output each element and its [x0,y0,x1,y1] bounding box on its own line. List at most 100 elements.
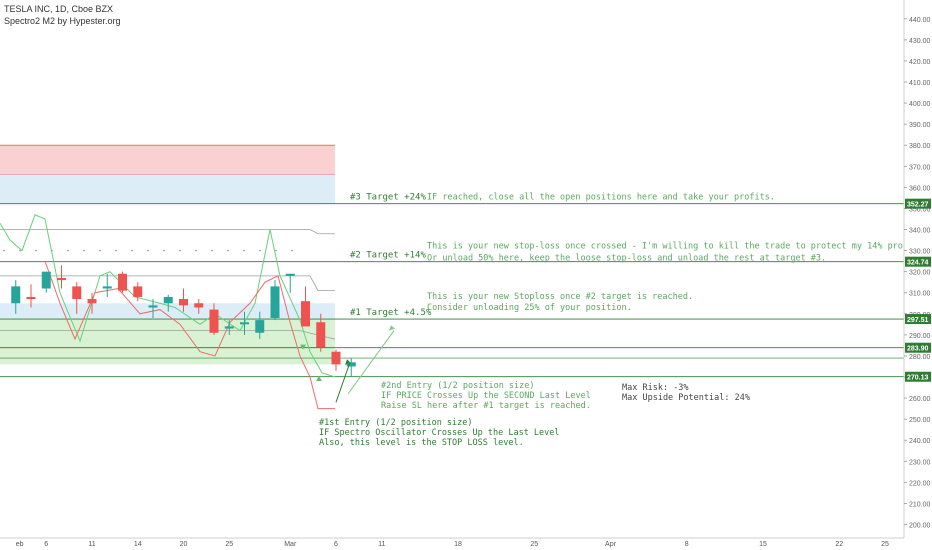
y-tick-label: 360.00 [909,185,931,192]
dotted-marker [291,249,293,252]
y-tick-label: 320.00 [909,270,931,277]
entry-arrowhead-icon [345,359,350,366]
y-tick-label: 350.00 [909,206,931,213]
dotted-marker [131,249,133,252]
candle-body-12 [194,303,204,308]
entry1-line-1: #1st Entry (1/2 position size) [319,418,473,428]
spectro-level-line [0,229,335,235]
y-tick-label: 340.00 [909,228,931,235]
x-tick-label: 15 [759,541,767,548]
dotted-marker [35,249,37,252]
target1-note-1: This is your new Stoploss once #2 target… [427,292,693,302]
x-tick-label: 25 [881,541,889,548]
x-tick-label: Mar [284,541,297,548]
x-tick-label: 6 [44,541,48,548]
price-tag-4: 270.13 [907,375,929,382]
dotted-marker [195,249,197,252]
dotted-marker [275,249,277,252]
x-tick-label: 14 [134,541,142,548]
candle-body-4 [72,286,82,300]
y-tick-label: 370.00 [909,164,931,171]
y-tick-label: 390.00 [909,122,931,129]
price-tag-2: 297.51 [907,317,929,324]
dotted-marker [227,249,229,252]
dotted-marker [211,249,213,252]
band-red [0,145,335,175]
band-green [0,319,335,365]
candle-body-2 [41,271,51,289]
x-tick-label: eb [16,541,24,548]
x-tick-label: 11 [378,541,385,548]
band-blue-upper [0,174,335,204]
candle-body-3 [57,277,66,281]
y-tick-label: 430.00 [909,38,931,45]
candle-body-7 [118,273,127,291]
target1-label: #1 Target +4.5% [350,308,432,318]
dotted-marker [147,249,149,252]
y-tick-label: 290.00 [909,333,931,340]
candle-body-9 [148,305,158,308]
candle-body-0 [11,286,21,304]
symbol-title: TESLA INC, 1D, Cboe BZX [4,4,114,14]
max-upside: Max Upside Potential: 24% [622,393,750,403]
candle-body-15 [240,322,249,325]
price-tag-1: 324.74 [907,260,929,267]
target2-note-2: Or unload 50% here, keep the loose stop-… [427,254,826,264]
y-tick-label: 260.00 [909,396,931,403]
entry2-line-1: #2nd Entry (1/2 position size) [381,381,535,391]
x-tick-label: 25 [530,541,538,548]
y-tick-label: 330.00 [909,249,931,256]
candle-body-17 [270,286,280,319]
y-tick-label: 240.00 [909,438,931,445]
x-tick-label: 20 [180,541,188,548]
target3-label: #3 Target +24% [350,193,426,203]
dotted-marker [259,249,261,252]
x-tick-label: 25 [225,541,233,548]
dotted-marker [115,249,117,252]
price-tag-3: 283.90 [907,346,929,353]
projection-arrow [347,330,395,395]
price-tag-bg-3 [905,342,931,353]
candle-body-6 [102,286,112,289]
spectro-level-line [0,275,335,292]
dotted-marker [179,249,181,252]
candle-body-5 [87,299,97,304]
candle-body-22 [346,362,356,367]
entry-arrow [335,362,351,403]
projection-arrowhead-icon [389,325,395,331]
x-tick-label: 22 [835,541,843,548]
y-tick-label: 420.00 [909,59,931,66]
dotted-marker [99,249,101,252]
y-tick-label: 400.00 [909,101,931,108]
x-tick-label: 8 [685,541,689,548]
candle-body-13 [209,309,219,333]
signal-arrow-down-icon [300,344,306,350]
spectro-fast-line [0,214,336,378]
candle-body-20 [316,322,326,348]
price-tag-bg-4 [905,371,931,382]
entry2-line-2: IF PRICE Crosses Up the SECOND Last Leve… [381,391,591,401]
candle-body-21 [331,351,341,365]
y-tick-label: 410.00 [909,80,931,87]
candle-body-8 [133,286,143,297]
dotted-marker [3,249,5,252]
signal-arrow-up-icon [316,375,322,381]
y-tick-label: 310.00 [909,291,931,298]
dotted-marker [83,249,85,252]
dotted-marker [243,249,245,252]
dotted-marker [163,249,165,252]
candle-body-19 [301,301,310,327]
price-tag-bg-1 [905,256,931,267]
max-risk: Max Risk: -3% [622,383,689,393]
entry2-line-3: Raise SL here after #1 target is reached… [381,401,591,411]
y-tick-label: 440.00 [909,17,931,24]
candle-body-1 [26,296,36,300]
y-tick-label: 250.00 [909,417,931,424]
candle-body-14 [224,326,234,329]
price-axis-bg [904,0,932,550]
entry1-line-2: IF Spectro Oscillator Crosses Up the Las… [319,428,560,438]
candle-body-10 [163,296,173,304]
x-tick-label: 6 [334,541,338,548]
candle-body-11 [179,299,188,306]
